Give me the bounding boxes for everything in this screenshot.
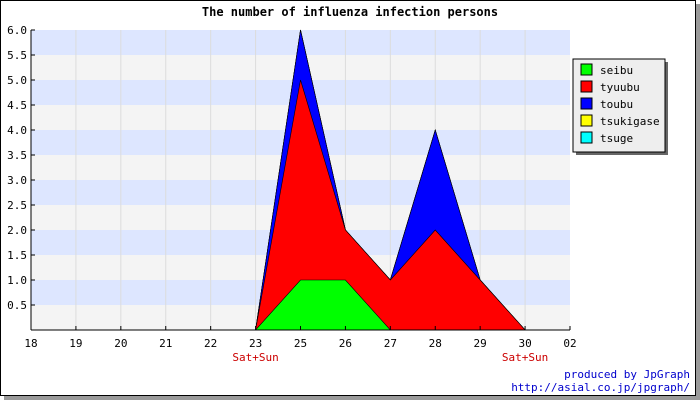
x-tick-label: 25 [294,337,307,350]
y-tick-label: 3.0 [7,174,27,187]
x-tick-label: 29 [474,337,487,350]
legend-swatch-seibu [580,63,593,76]
x-tick-label: 23 [249,337,262,350]
x-tick-label: 20 [114,337,127,350]
x-tick-label: 30 [518,337,531,350]
x-tick-label: 22 [204,337,217,350]
x-tick-sublabel: Sat+Sun [502,351,548,364]
legend-label-seibu: seibu [600,64,633,77]
legend-swatch-tyuubu [580,80,593,93]
x-tick-label: 21 [159,337,172,350]
y-tick-label: 4.5 [7,99,27,112]
y-tick-label: 0.5 [7,299,27,312]
legend-swatch-tsuge [580,131,593,144]
footer-url: http://asial.co.jp/jpgraph/ [511,381,690,394]
x-tick-label: 18 [24,337,37,350]
y-tick-label: 1.5 [7,249,27,262]
x-tick-label: 28 [429,337,442,350]
y-tick-label: 3.5 [7,149,27,162]
chart-title: The number of influenza infection person… [202,5,498,19]
legend-swatch-tsukigase [580,114,593,127]
x-tick-label: 02 [563,337,576,350]
y-tick-label: 4.0 [7,124,27,137]
legend-swatch-toubu [580,97,593,110]
y-tick-label: 1.0 [7,274,27,287]
x-tick-label: 26 [339,337,352,350]
y-tick-label: 2.0 [7,224,27,237]
legend: seibu tyuubu toubu tsukigase tsuge [572,58,668,155]
area-series [31,29,570,331]
x-tick-label: 27 [384,337,397,350]
legend-label-tyuubu: tyuubu [600,81,640,94]
legend-label-tsuge: tsuge [600,132,633,145]
y-tick-label: 5.5 [7,49,27,62]
legend-label-tsukigase: tsukigase [600,115,660,128]
footer-produced-by: produced by JpGraph [564,368,690,381]
y-tick-label: 5.0 [7,74,27,87]
y-tick-label: 2.5 [7,199,27,212]
x-tick-label: 19 [69,337,82,350]
x-tick-sublabel: Sat+Sun [232,351,278,364]
tick-labels: 6.0 5.5 5.0 4.5 4.0 3.5 3.0 2.5 2.0 1.5 1.0 0.5 18 19… [7,24,577,364]
legend-label-toubu: toubu [600,98,633,111]
y-tick-label: 6.0 [7,24,27,37]
